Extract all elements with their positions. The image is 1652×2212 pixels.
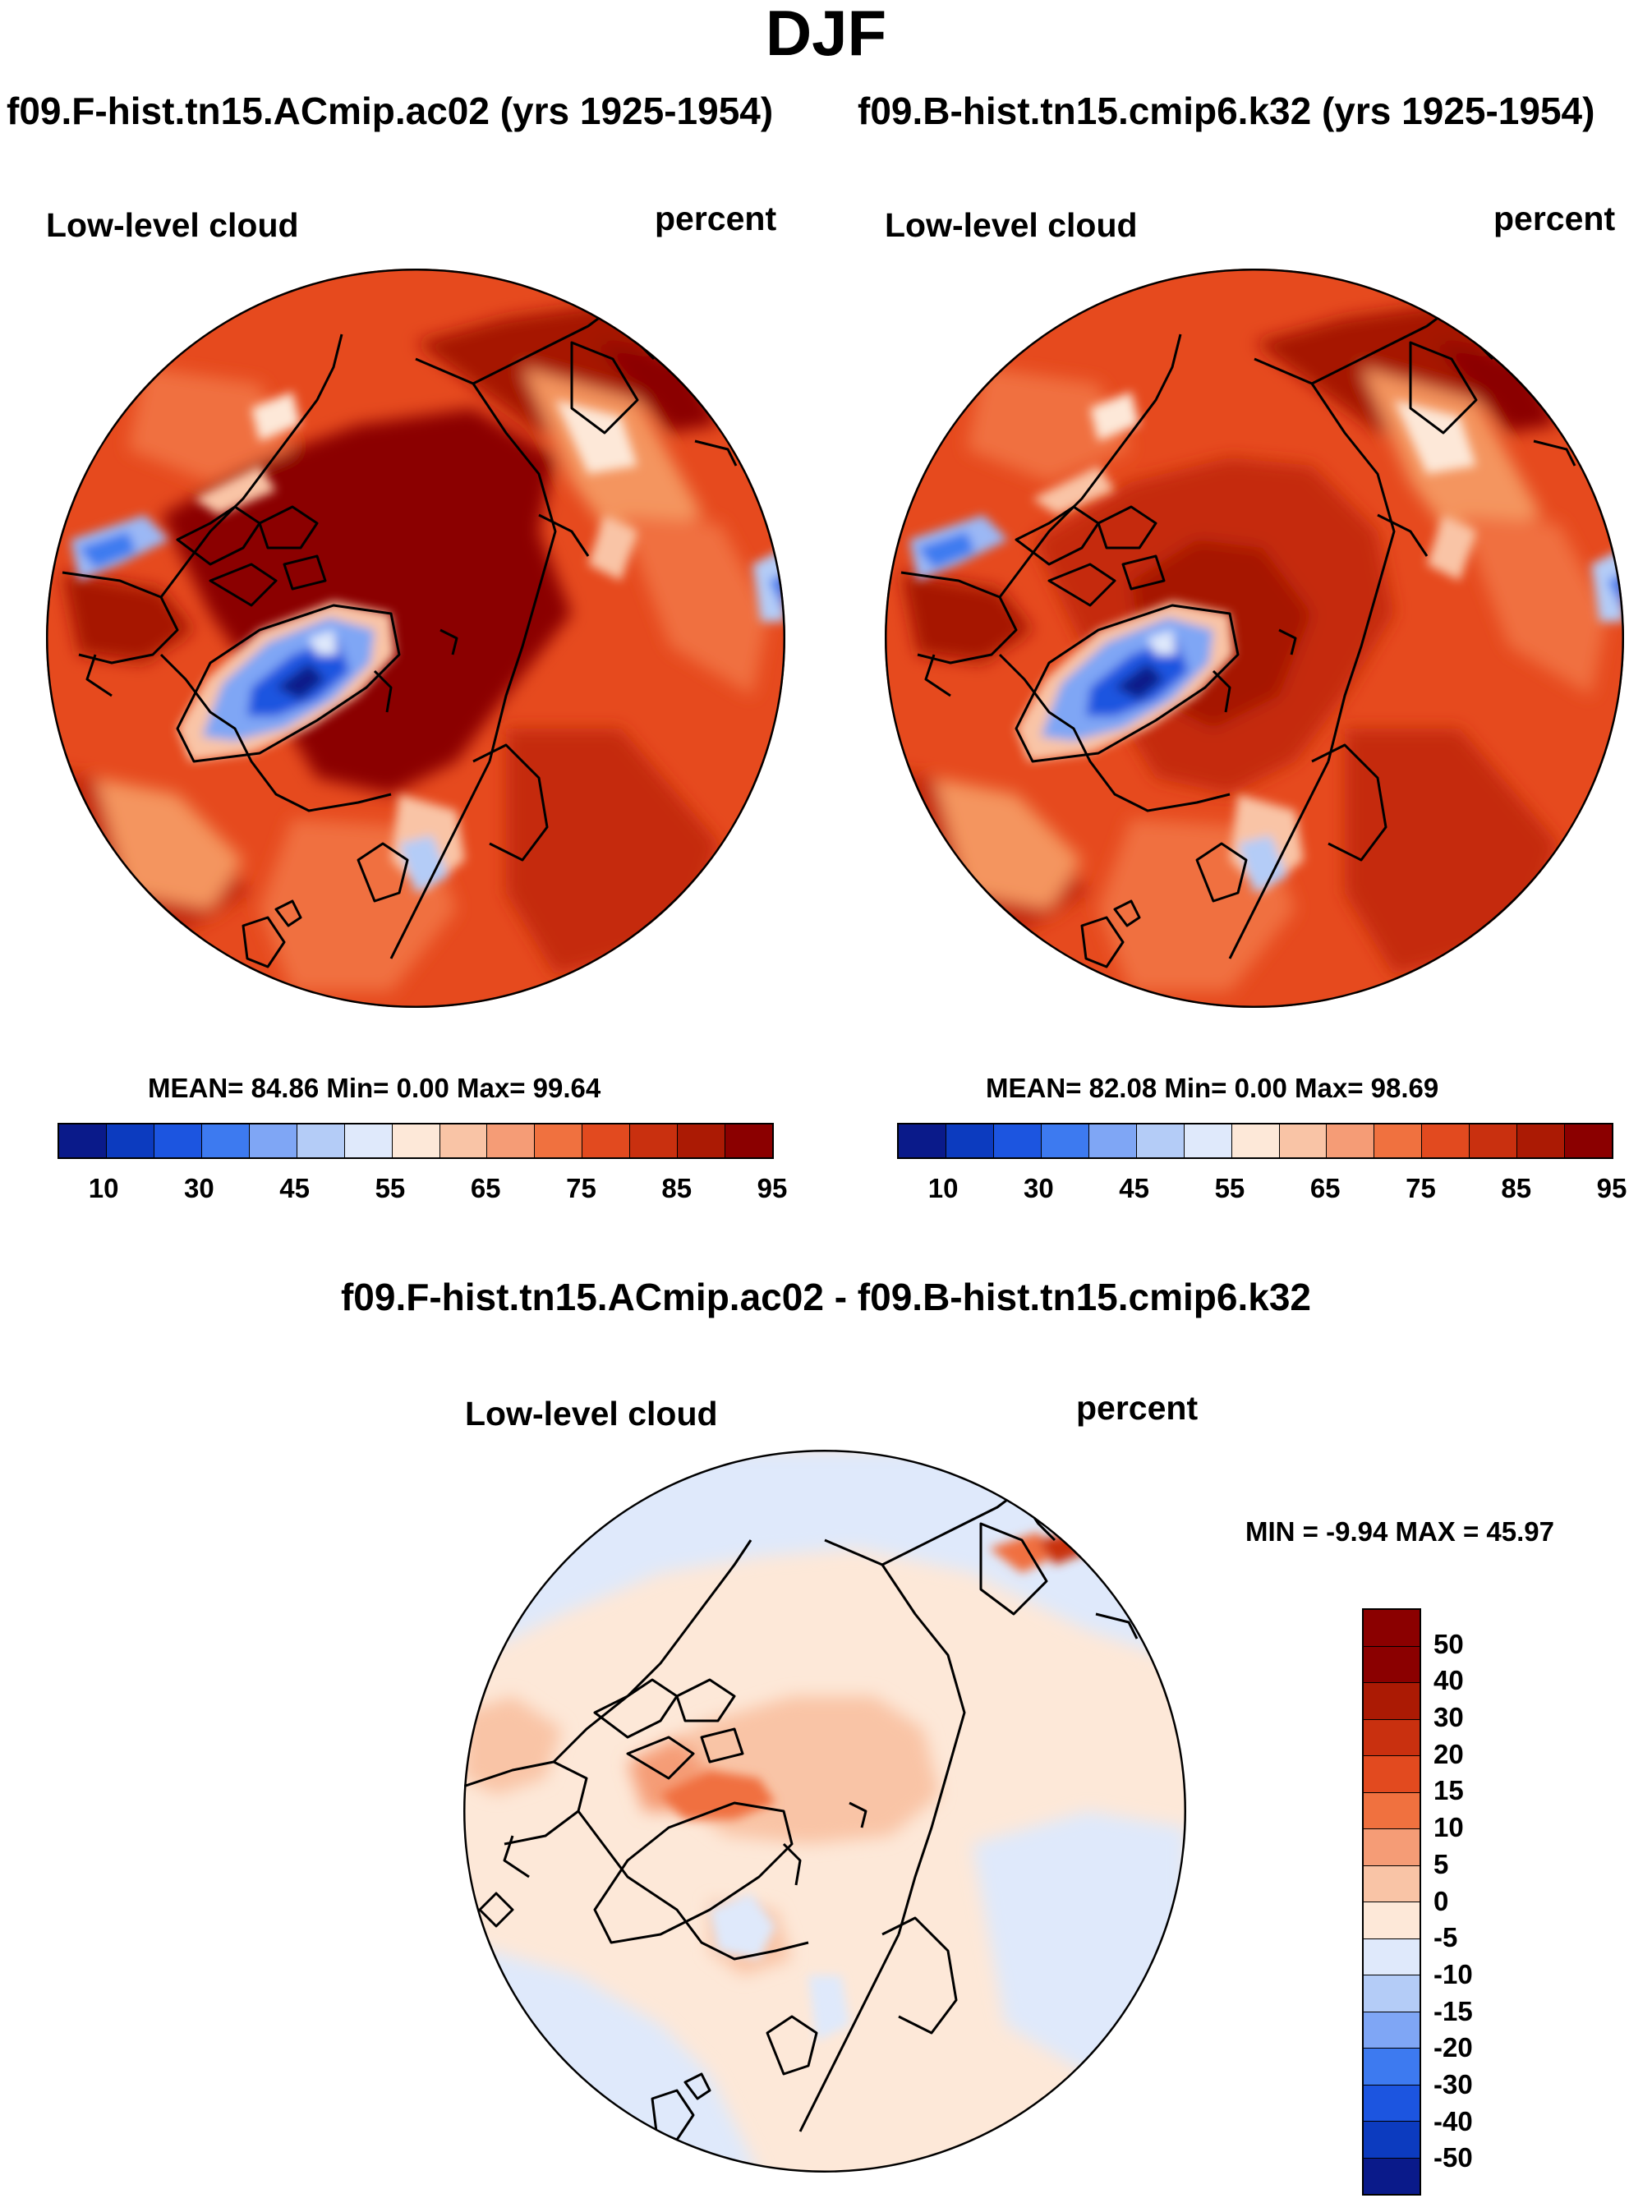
colorbar-segment — [344, 1124, 393, 1157]
colorbar-tick-label: 10 — [1433, 1812, 1464, 1843]
diff-stats: MIN = -9.94 MAX = 45.97 — [1245, 1516, 1555, 1547]
colorbar-segment — [582, 1124, 631, 1157]
colorbar-tick-label: 85 — [1501, 1173, 1532, 1203]
diff-case-title: f09.F-hist.tn15.ACmip.ac02 - f09.B-hist.… — [340, 1276, 1312, 1318]
main-title: DJF — [765, 0, 887, 69]
right-case-title: f09.B-hist.tn15.cmip6.k32 (yrs 1925-1954… — [858, 90, 1595, 132]
colorbar-segment — [106, 1124, 154, 1157]
colorbar-segment — [392, 1124, 440, 1157]
left-stats: MEAN= 84.86 Min= 0.00 Max= 99.64 — [148, 1073, 601, 1103]
colorbar-tick-label: 55 — [1214, 1173, 1245, 1203]
right-units-label: percent — [1493, 200, 1616, 237]
diff-units-label: percent — [1076, 1389, 1199, 1427]
colorbar-tick-label: -50 — [1433, 2142, 1473, 2173]
colorbar-segment — [1364, 1829, 1420, 1866]
right-colorbar — [897, 1123, 1613, 1159]
colorbar-segment — [297, 1124, 345, 1157]
left-case-title: f09.F-hist.tn15.ACmip.ac02 (yrs 1925-195… — [7, 90, 774, 132]
colorbar-segment — [1422, 1124, 1470, 1157]
colorbar-tick-label: 10 — [927, 1173, 959, 1203]
colorbar-segment — [1364, 2012, 1420, 2049]
colorbar-segment — [1364, 1610, 1420, 1647]
colorbar-tick-label: 95 — [757, 1173, 788, 1203]
colorbar-tick-label: 30 — [1024, 1173, 1054, 1203]
colorbar-tick-label: 55 — [375, 1173, 406, 1203]
colorbar-tick-label: 50 — [1433, 1628, 1464, 1659]
colorbar-segment — [1231, 1124, 1280, 1157]
colorbar-segment — [1041, 1124, 1089, 1157]
colorbar-segment — [535, 1124, 583, 1157]
colorbar-segment — [1364, 2049, 1420, 2086]
colorbar-segment — [1136, 1124, 1185, 1157]
diff-variable-label: Low-level cloud — [465, 1395, 718, 1433]
colorbar-tick-label: 65 — [470, 1173, 501, 1203]
colorbar-tick-label: 95 — [1596, 1173, 1627, 1203]
colorbar-tick-label: -5 — [1433, 1922, 1458, 1953]
colorbar-segment — [630, 1124, 679, 1157]
left-variable-label: Low-level cloud — [46, 206, 299, 244]
colorbar-tick-label: 65 — [1309, 1173, 1341, 1203]
colorbar-segment — [1364, 1646, 1420, 1683]
colorbar-tick-label: 5 — [1433, 1848, 1449, 1879]
colorbar-segment — [1565, 1124, 1613, 1157]
left-units-label: percent — [655, 200, 777, 237]
colorbar-tick-label: -20 — [1433, 2032, 1473, 2063]
colorbar-tick-label: 45 — [279, 1173, 311, 1203]
colorbar-tick-label: 30 — [1433, 1702, 1464, 1733]
colorbar-segment — [946, 1124, 994, 1157]
colorbar-segment — [1364, 1719, 1420, 1756]
colorbar-segment — [249, 1124, 297, 1157]
colorbar-tick-label: 45 — [1119, 1173, 1150, 1203]
colorbar-segment — [154, 1124, 202, 1157]
diff-colorbar — [1362, 1608, 1421, 2196]
colorbar-tick-label: -30 — [1433, 2068, 1473, 2099]
colorbar-segment — [1279, 1124, 1328, 1157]
colorbar-tick-label: 10 — [88, 1173, 119, 1203]
colorbar-segment — [1364, 1756, 1420, 1793]
difference-polar-map — [463, 1450, 1186, 2173]
colorbar-tick-label: -15 — [1433, 1995, 1473, 2026]
colorbar-segment — [1088, 1124, 1137, 1157]
colorbar-tick-label: -40 — [1433, 2105, 1473, 2136]
colorbar-segment — [201, 1124, 250, 1157]
colorbar-segment — [1364, 2158, 1420, 2194]
colorbar-segment — [1184, 1124, 1232, 1157]
colorbar-segment — [1517, 1124, 1566, 1157]
right-variable-label: Low-level cloud — [885, 206, 1138, 244]
colorbar-segment — [1364, 2122, 1420, 2159]
colorbar-tick-label: 40 — [1433, 1665, 1464, 1696]
colorbar-tick-label: 85 — [661, 1173, 693, 1203]
colorbar-segment — [1364, 1683, 1420, 1720]
colorbar-tick-label: 75 — [566, 1173, 596, 1203]
left-polar-map — [46, 269, 785, 1008]
colorbar-tick-label: 30 — [184, 1173, 214, 1203]
colorbar-segment — [487, 1124, 536, 1157]
colorbar-segment — [1364, 2085, 1420, 2122]
colorbar-segment — [1374, 1124, 1423, 1157]
colorbar-tick-label: -10 — [1433, 1958, 1473, 1989]
colorbar-segment — [1470, 1124, 1518, 1157]
colorbar-segment — [1364, 1865, 1420, 1902]
colorbar-segment — [899, 1124, 946, 1157]
colorbar-tick-label: 20 — [1433, 1738, 1464, 1769]
left-colorbar — [58, 1123, 774, 1159]
colorbar-segment — [1364, 1902, 1420, 1939]
colorbar-segment — [59, 1124, 107, 1157]
colorbar-segment — [1364, 1975, 1420, 2012]
colorbar-segment — [1364, 1792, 1420, 1829]
colorbar-segment — [725, 1124, 773, 1157]
colorbar-tick-label: 75 — [1406, 1173, 1436, 1203]
right-polar-map — [885, 269, 1624, 1008]
colorbar-tick-label: 15 — [1433, 1775, 1464, 1806]
colorbar-segment — [439, 1124, 488, 1157]
colorbar-segment — [678, 1124, 726, 1157]
colorbar-segment — [993, 1124, 1042, 1157]
colorbar-segment — [1364, 1938, 1420, 1975]
colorbar-tick-label: 0 — [1433, 1885, 1449, 1916]
colorbar-segment — [1327, 1124, 1375, 1157]
right-stats: MEAN= 82.08 Min= 0.00 Max= 98.69 — [986, 1073, 1439, 1103]
